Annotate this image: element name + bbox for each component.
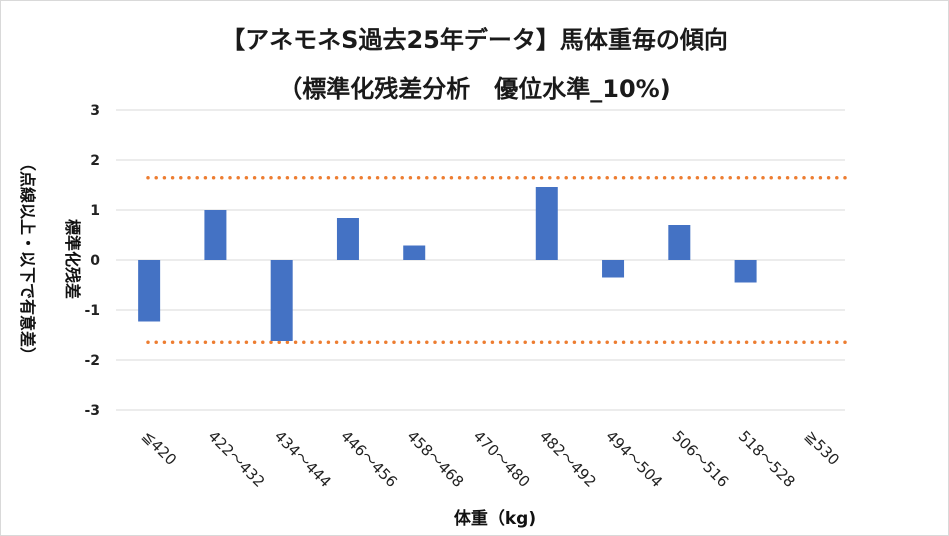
x-tick-label: 494～504 [602,427,666,491]
y-tick-labels: 3 2 1 0 -1 -2 -3 [84,103,100,419]
x-tick-label: 446～456 [337,427,401,491]
bar [336,218,359,260]
y-tick-label: 3 [90,103,100,119]
y-axis-label: 標準化残差 [63,219,82,299]
bar [204,210,227,260]
chart-title: 【アネモネS過去25年データ】馬体重毎の傾向 [221,26,728,54]
y-tick-label: -1 [84,303,100,319]
threshold-lines [146,176,847,344]
bar [403,245,426,260]
x-tick-label: ≧530 [801,427,843,469]
x-tick-label: 458～468 [403,427,467,491]
bar [602,260,625,278]
y-tick-label: 2 [90,153,100,169]
y-tick-label: -2 [84,353,100,369]
bar [734,260,757,283]
bar [668,225,691,260]
y-tick-label: 0 [90,253,100,269]
y-tick-label: -3 [84,403,100,419]
chart-subtitle: （標準化残差分析 優位水準_10%) [278,75,671,103]
bar [270,260,293,341]
x-tick-label: 518～528 [735,427,799,491]
y-axis-note: （点線以上・以下で有意差） [18,155,37,363]
x-tick-label: 434～444 [271,427,335,491]
x-tick-label: 506～516 [668,427,732,491]
bar [535,187,558,260]
x-axis-label: 体重（kg) [454,508,536,529]
x-tick-label: ≦420 [138,427,180,469]
x-tick-label: 422～432 [205,427,269,491]
y-tick-label: 1 [90,203,100,219]
bar [138,260,161,322]
x-tick-label: 482～492 [536,427,600,491]
gridlines [116,109,845,411]
x-tick-labels: ≦420 422～432 434～444 446～456 458～468 470～480 4… [138,427,843,491]
x-tick-label: 470～480 [470,427,534,491]
bars [138,187,757,341]
